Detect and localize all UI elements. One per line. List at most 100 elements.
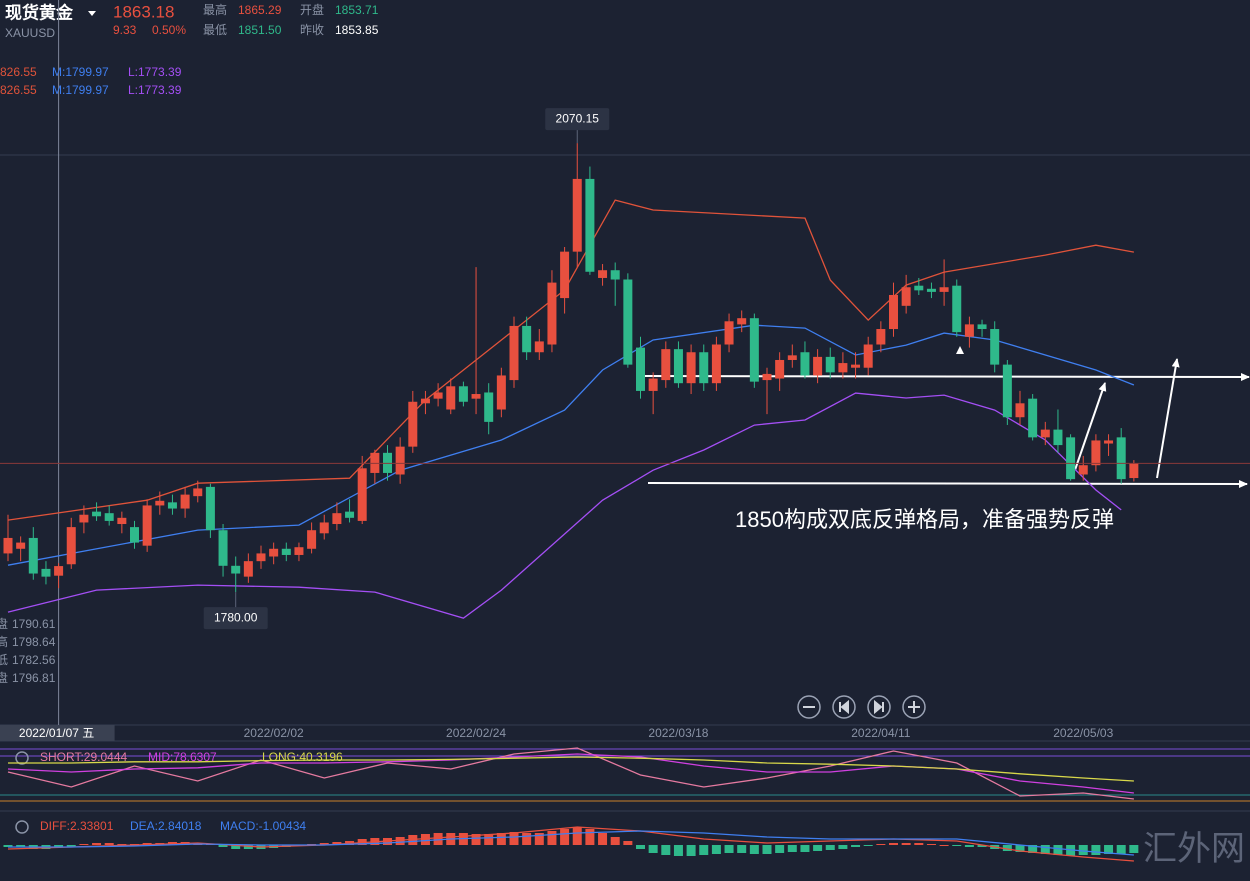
candle-body [104,513,114,521]
macd-bar [889,843,898,845]
indicator-legend: MACD:-1.00434 [220,819,306,833]
candle-body [1066,437,1076,480]
crosshair-info-label: 盘 [0,616,8,631]
macd-line [8,830,1134,856]
macd-bar [1078,845,1088,855]
crosshair-info-label: 盘 [0,670,8,685]
candle-body [496,375,506,410]
macd-bar [863,845,873,846]
macd-bar [66,845,76,847]
dropdown-icon[interactable] [88,11,96,16]
candle-body [256,553,266,562]
candle-body [990,329,1000,365]
candle-body [1028,398,1038,438]
macd-bar [92,843,102,845]
macd-bar [1066,845,1076,856]
macd-bar [851,845,861,847]
band-legend: L:1773.39 [128,65,182,79]
indicator-line [8,756,1134,782]
macd-bar [1129,845,1139,853]
zoom-in-button[interactable] [902,695,926,719]
macd-bar [775,845,785,853]
macd-bar [1002,845,1012,851]
indicator-legend: DIFF:2.33801 [40,819,114,833]
first-button[interactable] [832,695,856,719]
macd-bar [433,833,443,845]
candle-body [901,287,911,306]
candle-body [636,347,645,391]
stat-value: 1851.50 [238,23,282,37]
macd-bar [926,844,936,845]
candle-body [54,566,64,576]
crosshair-date-box [0,725,115,741]
macd-bar [749,845,759,854]
macd-bar [395,837,405,845]
band-legend: M:1799.97 [52,83,109,97]
indicator-legend: MID:78.6307 [148,750,217,764]
macd-bar [218,845,228,847]
macd-bar [1116,845,1126,854]
candle-body [610,270,620,280]
price-change: 9.33 [113,23,137,37]
candle-body [673,349,683,384]
macd-line [7,826,1134,862]
candle-body [926,288,936,292]
candle-body [243,561,253,577]
candle-body [307,530,317,549]
candle-body [800,352,810,376]
macd-bar [800,845,810,852]
macd-bar [319,843,329,845]
macd-bar [977,845,987,847]
stat-label: 最低 [203,23,227,37]
candle-body [1015,403,1025,418]
macd-bar [648,845,658,853]
last-price: 1863.18 [113,2,174,21]
stat-value: 1865.29 [238,3,282,17]
candle-body [1129,463,1139,479]
band-legend: L:1773.39 [128,83,182,97]
candle-body [623,279,633,365]
crosshair-info-value: 1796.81 [12,671,56,685]
candle-body [964,324,974,337]
extreme-box [545,108,610,131]
band-legend: 826.55 [0,65,37,79]
candle-body [724,321,734,345]
macd-bar [522,833,532,845]
macd-bar [825,845,835,850]
candle-body [294,547,304,555]
zoom-out-button[interactable] [797,695,821,719]
settings-icon[interactable] [15,820,29,834]
candle-body [142,505,152,546]
stat-label: 最高 [203,2,227,17]
macd-bar [952,845,962,846]
macd-bar [1028,845,1038,853]
macd-bar [54,845,64,847]
candle-body [572,178,582,252]
candle-body [433,392,443,399]
x-tick-label: 2022/04/11 [851,726,910,740]
candle-body [1040,429,1050,438]
candle-body [522,325,532,353]
macd-bar [636,845,645,849]
x-tick-label: 2022/02/24 [446,726,506,740]
macd-bar [699,845,709,855]
stat-value: 1853.71 [335,3,379,17]
macd-bar [838,845,848,849]
macd-bar [471,834,481,845]
instrument-name[interactable]: 现货黄金 [5,2,74,22]
instrument-symbol: XAUUSD [5,26,55,40]
candle-body [446,386,456,410]
candle-body [863,344,873,368]
last-button[interactable] [867,695,891,719]
candle-body [3,537,13,554]
drawn-line [647,479,1248,488]
candle-body [952,285,962,333]
macd-bar [484,834,494,845]
stat-label: 昨收 [300,23,324,37]
macd-bar [16,845,26,847]
candle-body [939,287,949,292]
candle-body [269,548,279,557]
settings-icon[interactable] [15,751,29,765]
indicator-legend: SHORT:29.0444 [40,750,127,764]
macd-bar [509,832,519,845]
